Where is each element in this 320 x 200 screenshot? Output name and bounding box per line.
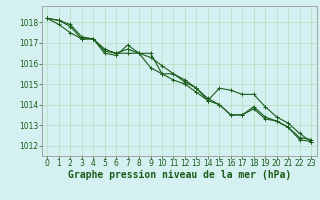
X-axis label: Graphe pression niveau de la mer (hPa): Graphe pression niveau de la mer (hPa) <box>68 170 291 180</box>
